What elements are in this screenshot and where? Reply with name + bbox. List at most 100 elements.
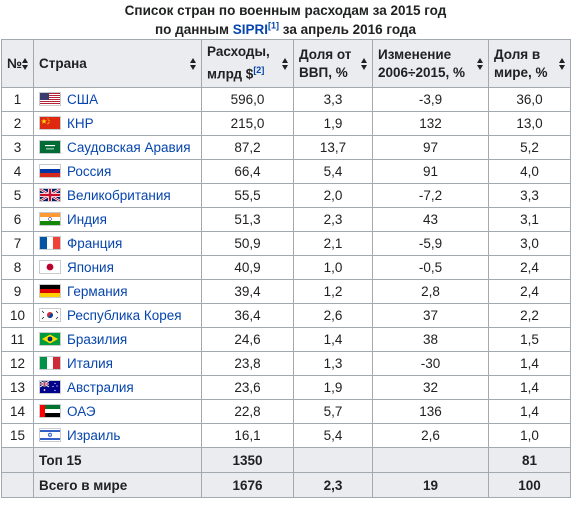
spending-cell: 51,3	[201, 207, 294, 232]
table-row: 10 Республика Корея 36,4 2,6 37 2,2	[1, 303, 571, 328]
change-cell: 91	[372, 159, 489, 184]
column-header-change[interactable]: Изменение 2006÷2015, %	[372, 39, 489, 88]
table-row: 6 Индия 51,3 2,3 43 3,1	[1, 207, 571, 232]
change-cell: -3,9	[372, 87, 489, 112]
spending-cell: 66,4	[201, 159, 294, 184]
world-share-cell: 1,4	[488, 399, 571, 424]
gdp-share-cell: 2,1	[293, 231, 373, 256]
sipri-link[interactable]: SIPRI	[232, 22, 269, 37]
caption-prefix: по данным	[154, 22, 233, 37]
saudi-arabia-flag-icon	[39, 140, 61, 154]
gdp-share-cell: 1,4	[293, 327, 373, 352]
table-caption: Список стран по военным расходам за 2015…	[0, 0, 571, 39]
country-link[interactable]: Великобритания	[67, 188, 171, 203]
rank-cell: 15	[1, 423, 34, 448]
uae-flag-icon	[39, 404, 61, 418]
spending-cell: 23,6	[201, 375, 294, 400]
change-cell: 136	[372, 399, 489, 424]
russia-flag-icon	[39, 164, 61, 178]
world-share-cell: 3,0	[488, 231, 571, 256]
country-link[interactable]: ОАЭ	[67, 404, 96, 419]
gdp-share-cell: 5,4	[293, 423, 373, 448]
reference-link-2[interactable]: [2]	[253, 65, 265, 76]
summary-change	[372, 447, 489, 473]
sort-icon[interactable]	[559, 57, 566, 71]
country-link[interactable]: Израиль	[67, 428, 121, 443]
change-cell: 2,6	[372, 423, 489, 448]
country-link[interactable]: США	[67, 92, 99, 107]
sort-icon[interactable]	[190, 57, 197, 71]
change-cell: 97	[372, 135, 489, 160]
country-cell: Италия	[33, 351, 202, 376]
summary-gdp-share	[293, 447, 373, 473]
world-share-cell: 3,1	[488, 207, 571, 232]
country-link[interactable]: Саудовская Аравия	[67, 140, 191, 155]
table-row: 14 ОАЭ 22,8 5,7 136 1,4	[1, 399, 571, 424]
sort-icon[interactable]	[282, 57, 289, 71]
table-row: 3 Саудовская Аравия 87,2 13,7 97 5,2	[1, 135, 571, 160]
sort-icon[interactable]	[477, 57, 484, 71]
country-link[interactable]: Индия	[67, 212, 107, 227]
country-cell: Великобритания	[33, 183, 202, 208]
country-link[interactable]: Австралия	[67, 380, 134, 395]
israel-flag-icon	[39, 428, 61, 442]
country-link[interactable]: Япония	[67, 260, 114, 275]
country-link[interactable]: Республика Корея	[67, 308, 182, 323]
country-cell: КНР	[33, 111, 202, 136]
table-row: 5 Великобритания 55,5 2,0 -7,2 3,3	[1, 183, 571, 208]
summary-rank-cell	[1, 447, 34, 473]
change-cell: -7,2	[372, 183, 489, 208]
world-share-cell: 1,0	[488, 423, 571, 448]
country-link[interactable]: КНР	[67, 116, 94, 131]
rank-cell: 10	[1, 303, 34, 328]
gdp-share-cell: 1,2	[293, 279, 373, 304]
spending-cell: 36,4	[201, 303, 294, 328]
country-link[interactable]: Италия	[67, 356, 113, 371]
gdp-share-cell: 1,9	[293, 111, 373, 136]
sort-icon[interactable]	[22, 57, 29, 71]
japan-flag-icon	[39, 260, 61, 274]
country-link[interactable]: Германия	[67, 284, 128, 299]
summary-spending: 1350	[201, 447, 294, 473]
rank-cell: 13	[1, 375, 34, 400]
uk-flag-icon	[39, 188, 61, 202]
table-row: 9 Германия 39,4 1,2 2,8 2,4	[1, 279, 571, 304]
country-cell: США	[33, 87, 202, 112]
germany-flag-icon	[39, 284, 61, 298]
country-link[interactable]: Россия	[67, 164, 112, 179]
country-cell: ОАЭ	[33, 399, 202, 424]
caption-line2: по данным SIPRI[1] за апрель 2016 года	[0, 20, 571, 39]
country-cell: Австралия	[33, 375, 202, 400]
sort-icon[interactable]	[361, 57, 368, 71]
world-share-cell: 2,2	[488, 303, 571, 328]
summary-spending: 1676	[201, 472, 294, 498]
column-header-gdp-share[interactable]: Доля от ВВП, %	[293, 39, 373, 88]
spending-cell: 87,2	[201, 135, 294, 160]
country-cell: Индия	[33, 207, 202, 232]
world-share-cell: 2,4	[488, 279, 571, 304]
summary-gdp-share: 2,3	[293, 472, 373, 498]
spending-cell: 16,1	[201, 423, 294, 448]
change-cell: 2,8	[372, 279, 489, 304]
rank-cell: 2	[1, 111, 34, 136]
spending-cell: 24,6	[201, 327, 294, 352]
rank-cell: 1	[1, 87, 34, 112]
column-header-world-share[interactable]: Доля в мире, %	[488, 39, 571, 88]
reference-link-1[interactable]: [1]	[268, 20, 280, 31]
rank-cell: 7	[1, 231, 34, 256]
column-header-country[interactable]: Страна	[33, 39, 202, 88]
china-flag-icon	[39, 116, 61, 130]
spending-cell: 596,0	[201, 87, 294, 112]
world-share-cell: 5,2	[488, 135, 571, 160]
table-row: 15 Израиль 16,1 5,4 2,6 1,0	[1, 423, 571, 448]
country-cell: Саудовская Аравия	[33, 135, 202, 160]
column-header-number[interactable]: №	[1, 39, 34, 88]
table-row: 2 КНР 215,0 1,9 132 13,0	[1, 111, 571, 136]
country-link[interactable]: Франция	[67, 236, 123, 251]
summary-row: Всего в мире 1676 2,3 19 100	[1, 472, 571, 498]
world-share-cell: 2,4	[488, 255, 571, 280]
country-link[interactable]: Бразилия	[67, 332, 128, 347]
world-share-cell: 1,4	[488, 375, 571, 400]
gdp-share-cell: 1,3	[293, 351, 373, 376]
column-header-spending[interactable]: Расходы, млрд $[2]	[201, 39, 294, 88]
